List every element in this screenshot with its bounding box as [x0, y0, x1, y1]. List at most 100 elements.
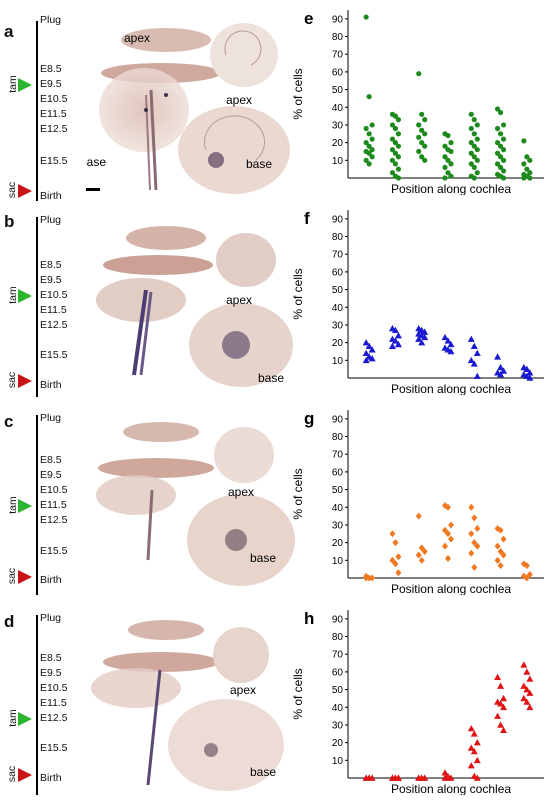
- data-point: [526, 703, 534, 711]
- chart-f: f 10 20 30 40 50 60 70 80 90 % of cells Position al…: [291, 209, 544, 395]
- data-point: [494, 542, 501, 550]
- data-point: [442, 164, 448, 170]
- data-point: [442, 501, 448, 509]
- data-point: [395, 117, 402, 123]
- data-point: [494, 161, 501, 167]
- data-point: [445, 555, 451, 563]
- data-point: [369, 136, 375, 142]
- data-point: [497, 154, 504, 160]
- data-point: [521, 161, 527, 167]
- stage-e8-5: E8.5: [40, 454, 62, 466]
- data-point: [418, 556, 425, 564]
- data-point: [395, 166, 402, 172]
- data-point: [445, 157, 451, 163]
- data-point: [422, 117, 428, 123]
- data-point: [468, 530, 475, 538]
- stage-e11-5: E11.5: [40, 499, 67, 511]
- data-point: [497, 143, 504, 149]
- data-point: [500, 726, 508, 734]
- data-point: [473, 372, 481, 380]
- data-point: [497, 131, 504, 137]
- data-point: [523, 574, 530, 582]
- data-point: [415, 335, 423, 342]
- data-point: [448, 148, 454, 155]
- data-point: [362, 356, 370, 364]
- stage-e10-5: E10.5: [40, 289, 68, 301]
- stage-plug: Plug: [40, 14, 62, 26]
- data-point: [445, 170, 451, 176]
- y-axis-label: % of cells: [291, 668, 305, 719]
- data-point: [521, 175, 527, 181]
- data-point: [471, 131, 477, 137]
- stage-e8-5: E8.5: [40, 63, 62, 75]
- image-label-apex: apex: [230, 683, 256, 697]
- data-point: [392, 150, 399, 156]
- image-label-apex: apex: [228, 485, 254, 499]
- data-point: [389, 556, 396, 564]
- y-tick-label: 80: [332, 32, 344, 43]
- data-point: [416, 122, 422, 128]
- data-point: [392, 113, 399, 119]
- y-tick-label: 70: [332, 250, 344, 261]
- stage-e9-5: E9.5: [40, 667, 62, 679]
- y-tick-label: 50: [332, 285, 344, 296]
- data-point: [526, 369, 534, 376]
- stage-e11-5: E11.5: [40, 697, 67, 709]
- data-point: [395, 143, 402, 149]
- y-axis-label: % of cells: [291, 68, 305, 119]
- data-point: [523, 562, 530, 570]
- data-point: [494, 150, 501, 156]
- y-tick-label: 40: [332, 703, 344, 714]
- data-point: [497, 547, 504, 555]
- y-tick-label: 60: [332, 667, 344, 678]
- scale-bar: [86, 188, 100, 191]
- data-point: [497, 700, 505, 707]
- data-point: [362, 339, 370, 346]
- y-tick-label: 10: [332, 156, 344, 167]
- sac-label: sac: [6, 765, 19, 783]
- y-tick-label: 40: [332, 503, 344, 514]
- sac-arrow: [18, 768, 32, 782]
- data-point: [394, 340, 402, 348]
- data-point: [416, 148, 422, 155]
- stage-birth: Birth: [40, 772, 62, 784]
- data-point: [526, 374, 534, 381]
- y-tick-label: 30: [332, 320, 344, 331]
- data-point: [520, 694, 528, 702]
- data-point: [500, 367, 508, 374]
- data-point: [468, 111, 474, 117]
- stage-e11-5: E11.5: [40, 108, 67, 120]
- y-tick-label: 60: [332, 467, 344, 478]
- panel-label-c: c: [4, 412, 14, 431]
- data-point: [362, 349, 370, 357]
- data-point: [442, 154, 448, 160]
- data-point: [442, 175, 448, 181]
- panel-label-b: b: [4, 212, 15, 231]
- stage-e9-5: E9.5: [40, 469, 62, 481]
- x-axis-label: Position along cochlea: [391, 782, 511, 795]
- row-a: a Plug E8.5 E9.5 E10.5 E11.5 E12.5 E15.5…: [0, 0, 548, 202]
- data-point: [391, 326, 399, 334]
- data-point: [369, 122, 375, 128]
- data-point: [527, 170, 533, 176]
- y-tick-label: 90: [332, 414, 344, 425]
- data-point: [497, 164, 504, 170]
- data-point: [392, 539, 399, 547]
- y-axis-label: % of cells: [291, 268, 305, 319]
- data-point: [442, 143, 448, 149]
- data-point: [500, 694, 508, 702]
- data-point: [467, 744, 475, 751]
- data-point: [421, 774, 429, 781]
- data-point: [468, 549, 475, 557]
- timeline: Plug E8.5 E9.5 E10.5 E11.5 E12.5 E15.5 B…: [6, 612, 86, 795]
- y-tick-label: 20: [332, 138, 344, 149]
- data-point: [441, 769, 449, 776]
- data-point: [395, 553, 402, 561]
- stage-e8-5: E8.5: [40, 652, 62, 664]
- row-d: d Plug E8.5 E9.5 E10.5 E11.5 E12.5 E15.5…: [0, 600, 548, 795]
- stage-e9-5: E9.5: [40, 78, 62, 90]
- data-point: [366, 131, 372, 137]
- data-point: [494, 353, 502, 360]
- y-tick-label: 50: [332, 485, 344, 496]
- y-tick-label: 30: [332, 120, 344, 131]
